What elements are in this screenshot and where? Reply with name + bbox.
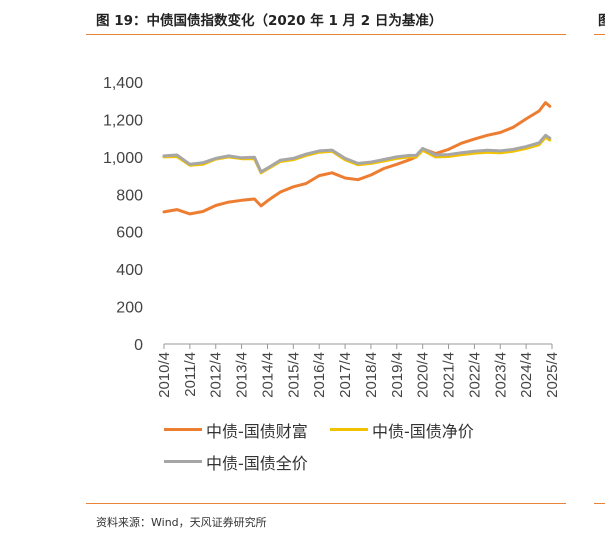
- x-tick-label: 2020/4: [415, 352, 432, 398]
- x-tick-label: 2019/4: [389, 352, 406, 398]
- x-tick-label: 2018/4: [363, 352, 380, 398]
- x-tick-label: 2021/4: [441, 352, 458, 398]
- x-tick-label: 2024/4: [518, 352, 535, 398]
- y-tick-label: 600: [116, 225, 143, 242]
- source-note: 资料来源：Wind，天风证券研究所: [96, 516, 267, 529]
- chart-area: 0 200 400 600 800 1,000 1,200 1,400 2010/4 2011/…: [103, 75, 561, 473]
- next-figure-title-fragment: 图: [598, 13, 605, 29]
- legend-swatch-wealth: [164, 428, 202, 431]
- legend-swatch-full: [164, 460, 202, 463]
- x-tick-label: 2016/4: [311, 352, 328, 398]
- x-tick-label: 2014/4: [259, 352, 276, 398]
- x-tick-label: 2011/4: [182, 352, 199, 397]
- y-tick-label: 0: [134, 337, 143, 354]
- legend-label-net: 中债-国债净价: [372, 422, 474, 441]
- x-tick-label: 2012/4: [208, 352, 225, 398]
- x-tick-label: 2010/4: [156, 352, 173, 398]
- next-figure-title-rule: [594, 34, 605, 35]
- y-tick-label: 400: [116, 262, 143, 279]
- x-tick-label: 2017/4: [337, 352, 354, 398]
- series-line-net: [162, 135, 552, 175]
- y-axis: 0 200 400 600 800 1,000 1,200 1,400: [103, 75, 143, 354]
- x-tick-label: 2023/4: [492, 352, 509, 398]
- x-tick-label: 2025/4: [544, 352, 561, 398]
- series-line-wealth: [162, 101, 552, 216]
- x-tick-label: 2013/4: [234, 352, 251, 398]
- x-tick-label: 2015/4: [285, 352, 302, 398]
- title-rule: [86, 34, 566, 35]
- y-tick-label: 200: [116, 300, 143, 317]
- line-chart: 0 200 400 600 800 1,000 1,200 1,400 2010/4 2011/…: [103, 75, 561, 398]
- legend-swatch-net: [330, 428, 368, 431]
- x-tick-label: 2022/4: [466, 352, 483, 398]
- series-lines: [162, 101, 552, 216]
- x-axis: 2010/4 2011/4 2012/4 2013/4 2014/4 2015/4 2016…: [156, 343, 561, 398]
- series-line-full: [162, 133, 552, 174]
- y-tick-label: 1,400: [103, 75, 143, 92]
- y-tick-label: 1,000: [103, 150, 143, 167]
- legend-label-full: 中债-国债全价: [206, 454, 308, 473]
- figure-title: 图 19：中债国债指数变化（2020 年 1 月 2 日为基准）: [96, 13, 443, 29]
- next-figure-source-rule: [594, 503, 605, 504]
- y-tick-label: 1,200: [103, 112, 143, 129]
- y-tick-label: 800: [116, 187, 143, 204]
- legend-label-wealth: 中债-国债财富: [206, 422, 308, 441]
- source-rule: [86, 503, 566, 504]
